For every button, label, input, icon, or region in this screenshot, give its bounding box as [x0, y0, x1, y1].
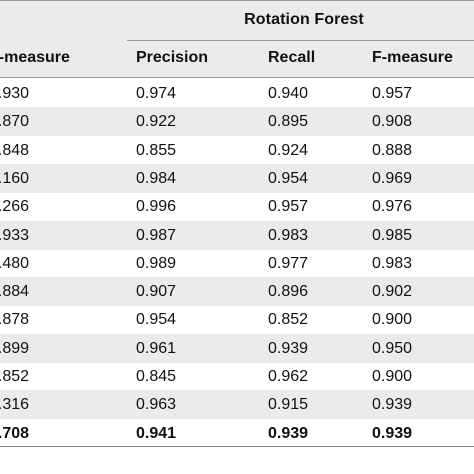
group-span-rule [127, 40, 474, 41]
table-cell: 0.939 [268, 424, 309, 442]
table-cell: 0.941 [136, 424, 177, 442]
table-row-total: 0.708 0.941 0.939 0.939 [0, 419, 474, 448]
table-row: 0.852 0.845 0.962 0.900 [0, 362, 474, 391]
table-cell: 0.855 [136, 141, 177, 159]
table-cell: 0.848 [0, 141, 30, 159]
table-cell: 0.940 [268, 85, 309, 102]
table-row: 0.266 0.996 0.957 0.976 [0, 192, 474, 221]
table-cell: 0.930 [0, 85, 30, 102]
table-cell: 0.870 [0, 113, 30, 131]
table-row: 0.878 0.954 0.852 0.900 [0, 305, 474, 334]
column-header-f-measure-prev: F-measure [0, 49, 70, 66]
table-cell: 0.922 [136, 113, 177, 131]
table-cell: 0.977 [268, 254, 309, 272]
table-cell: 0.957 [268, 198, 309, 216]
table-cell: 0.939 [268, 339, 309, 357]
table-cell: 0.962 [268, 368, 309, 385]
table-cell: 0.957 [372, 85, 413, 102]
table-cell: 0.996 [136, 198, 177, 216]
table-cell: 0.976 [372, 198, 413, 216]
table-cell: 0.852 [0, 368, 30, 385]
table-row: 0.884 0.907 0.896 0.902 [0, 277, 474, 307]
table-cell: 0.316 [0, 396, 30, 414]
table-cell: 0.908 [372, 113, 413, 131]
table-cell: 0.989 [136, 254, 177, 272]
group-header-rotation-forest: Rotation Forest [244, 11, 364, 28]
table-cell: 0.899 [0, 339, 30, 357]
table-cell: 0.933 [0, 226, 30, 244]
table-cell: 0.954 [268, 169, 309, 187]
table-cell: 0.845 [136, 368, 177, 385]
table-cell: 0.915 [268, 396, 309, 414]
table-cell: 0.878 [0, 311, 30, 329]
table-cell: 0.984 [136, 169, 177, 187]
table-row: 0.480 0.989 0.977 0.983 [0, 249, 474, 278]
table-header: Rotation Forest F-measure Precision Reca… [0, 0, 474, 78]
table-cell: 0.924 [268, 141, 309, 159]
table-cell: 0.160 [0, 169, 30, 187]
table-row: 0.870 0.922 0.895 0.908 [0, 107, 474, 137]
table-cell: 0.950 [372, 339, 413, 357]
table-cell: 0.939 [372, 424, 413, 442]
table-cell: 0.963 [136, 396, 177, 414]
table-cell: 0.907 [136, 283, 177, 301]
table-cell: 0.896 [268, 283, 309, 301]
table-cell: 0.987 [136, 226, 177, 244]
table-cell: 0.708 [0, 424, 30, 442]
table-row: 0.160 0.984 0.954 0.969 [0, 163, 474, 193]
table-cell: 0.983 [268, 226, 309, 244]
table-cell: 0.961 [136, 339, 177, 357]
table-row: 0.899 0.961 0.939 0.950 [0, 333, 474, 363]
table-cell: 0.983 [372, 254, 413, 272]
column-header-f-measure: F-measure [372, 49, 453, 66]
table-cell: 0.895 [268, 113, 309, 131]
table-cell: 0.852 [268, 311, 309, 329]
table-row: 0.930 0.974 0.940 0.957 [0, 79, 474, 108]
table-cell: 0.888 [372, 141, 413, 159]
top-rule [0, 0, 474, 1]
bottom-rule [0, 446, 474, 447]
table-cell: 0.969 [372, 169, 413, 187]
table-cell: 0.902 [372, 283, 413, 301]
column-header-recall: Recall [268, 49, 316, 66]
table-cell: 0.985 [372, 226, 413, 244]
table-row: 0.848 0.855 0.924 0.888 [0, 136, 474, 165]
table-cell: 0.939 [372, 396, 413, 414]
header-rule [0, 77, 474, 78]
table-cell: 0.884 [0, 283, 30, 301]
table-row: 0.933 0.987 0.983 0.985 [0, 220, 474, 250]
table-cell: 0.954 [136, 311, 177, 329]
table-cell: 0.480 [0, 254, 30, 272]
table-cell: 0.266 [0, 198, 30, 216]
table-row: 0.316 0.963 0.915 0.939 [0, 390, 474, 420]
table-cell: 0.900 [372, 368, 413, 385]
table-cell: 0.974 [136, 85, 177, 102]
column-header-precision: Precision [136, 49, 209, 66]
table-cell: 0.900 [372, 311, 413, 329]
